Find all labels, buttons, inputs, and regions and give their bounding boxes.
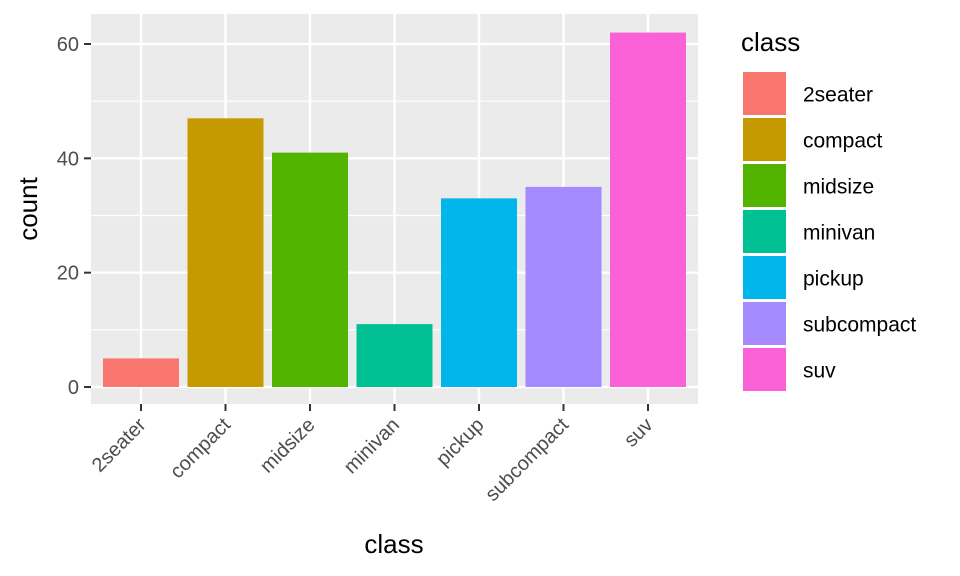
- legend-label: compact: [803, 130, 883, 153]
- bar-midsize: [272, 152, 348, 387]
- bar-minivan: [356, 324, 433, 387]
- bar-subcompact: [525, 186, 602, 387]
- x-tick-label: subcompact: [481, 414, 573, 506]
- y-tick-label: 0: [68, 377, 79, 399]
- legend-key-2seater: [743, 72, 786, 115]
- x-axis-title: class: [364, 529, 423, 559]
- bar-suv: [610, 32, 686, 388]
- x-tick-label: minivan: [340, 414, 404, 478]
- bar-2seater: [103, 358, 179, 387]
- x-tick-label: midsize: [256, 414, 319, 477]
- legend: class 2seater compact midsize minivan pickup…: [741, 27, 916, 391]
- x-tick-label: pickup: [432, 414, 488, 470]
- legend-label: pickup: [803, 268, 864, 291]
- x-axis: 2seater compact midsize minivan pickupsubcom…: [88, 404, 658, 506]
- x-tick-label: 2seater: [88, 414, 151, 477]
- legend-label: suv: [803, 360, 836, 383]
- bar-compact: [187, 118, 264, 388]
- y-axis-title: count: [13, 176, 43, 240]
- legend-key-suv: [743, 348, 786, 391]
- x-tick-label: suv: [620, 414, 658, 452]
- y-tick-label: 20: [57, 263, 79, 285]
- bars: [103, 32, 686, 388]
- legend-title: class: [741, 27, 800, 57]
- y-tick-label: 40: [57, 148, 79, 170]
- legend-key-minivan: [743, 210, 786, 253]
- x-tick-label: compact: [166, 414, 235, 483]
- legend-key-subcompact: [743, 302, 786, 345]
- legend-label: minivan: [803, 222, 875, 245]
- legend-key-compact: [743, 118, 786, 161]
- legend-label: subcompact: [803, 314, 916, 337]
- legend-label: midsize: [803, 176, 874, 199]
- y-axis: 0 20 40 60: [57, 34, 91, 399]
- legend-label: 2seater: [803, 84, 873, 107]
- bar-pickup: [441, 198, 517, 387]
- legend-key-pickup: [743, 256, 786, 299]
- y-tick-label: 60: [57, 34, 79, 56]
- legend-key-midsize: [743, 164, 786, 207]
